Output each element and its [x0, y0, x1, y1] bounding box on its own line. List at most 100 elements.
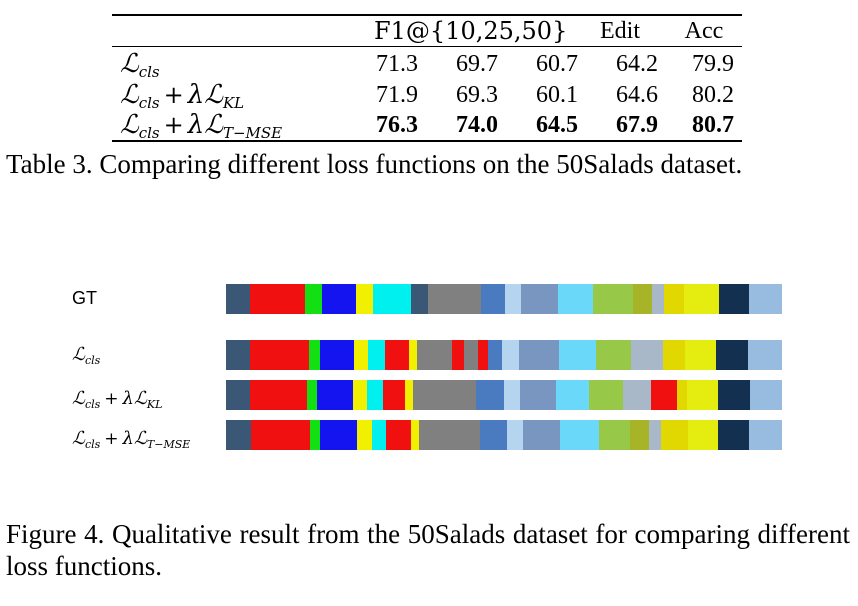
- action-segment: [226, 284, 251, 314]
- edit-value: 67.9: [616, 112, 658, 138]
- action-segment: [480, 420, 508, 450]
- action-segment: [357, 420, 373, 450]
- table-header-row: F1@{10,25,50} Edit Acc: [112, 16, 742, 46]
- action-segment: [320, 420, 358, 450]
- action-segment: [412, 380, 477, 410]
- table-bottom-rule: [112, 140, 742, 142]
- method-cell: ℒcls: [120, 49, 160, 81]
- action-segment: [748, 340, 783, 370]
- action-segment: [502, 340, 520, 370]
- action-segment: [718, 420, 750, 450]
- action-segment: [518, 340, 560, 370]
- action-segment: [310, 420, 321, 450]
- f1-10-value: 76.3: [376, 112, 418, 138]
- f1-50-value: 60.1: [536, 82, 578, 108]
- action-segment: [749, 420, 783, 450]
- action-segment: [750, 380, 783, 410]
- f1-25-value: 69.3: [456, 82, 498, 108]
- table-row: ℒcls + λℒKL 71.9 69.3 60.1 64.6 80.2: [112, 80, 742, 112]
- action-segment: [718, 284, 750, 314]
- f1-50-value: 60.7: [536, 51, 578, 77]
- action-segment: [476, 380, 505, 410]
- action-segment: [684, 284, 720, 314]
- action-segment: [451, 340, 465, 370]
- action-segment: [507, 420, 524, 450]
- action-segment: [676, 380, 688, 410]
- acc-value: 80.2: [692, 82, 734, 108]
- action-segment: [411, 284, 429, 314]
- header-f1: F1@{10,25,50}: [374, 17, 568, 45]
- action-segment: [599, 420, 631, 450]
- qualitative-figure: GT ℒcls ℒcls + λℒKL ℒcls + λℒT−MSE: [0, 270, 858, 470]
- action-segment: [663, 340, 686, 370]
- action-segment: [557, 284, 594, 314]
- action-segment: [226, 380, 251, 410]
- action-segment: [384, 340, 410, 370]
- action-segment: [488, 340, 503, 370]
- action-segment: [595, 340, 632, 370]
- action-segment: [354, 340, 369, 370]
- method-cell: ℒcls + λℒT−MSE: [120, 110, 283, 142]
- f1-10-value: 71.9: [376, 82, 418, 108]
- action-segment: [663, 284, 685, 314]
- action-segment: [685, 340, 717, 370]
- header-edit: Edit: [600, 18, 640, 44]
- action-segment: [250, 340, 310, 370]
- action-segment: [321, 284, 357, 314]
- segmentation-bar-gt: [226, 284, 783, 314]
- row-label-cls: ℒcls: [72, 344, 101, 367]
- action-segment: [404, 380, 414, 410]
- action-segment: [505, 284, 522, 314]
- action-segment: [749, 284, 783, 314]
- action-segment: [386, 420, 412, 450]
- table-header-rule: [112, 46, 742, 47]
- table-row: ℒcls 71.3 69.7 60.7 64.2 79.9: [112, 49, 742, 81]
- action-segment: [418, 420, 481, 450]
- action-segment: [410, 420, 420, 450]
- action-segment: [559, 340, 597, 370]
- action-segment: [353, 380, 368, 410]
- action-segment: [250, 420, 311, 450]
- table-row: ℒcls + λℒT−MSE 76.3 74.0 64.5 67.9 80.7: [112, 110, 742, 142]
- figure-caption: Figure 4. Qualitative result from the 50…: [6, 519, 850, 581]
- f1-10-value: 71.3: [376, 51, 418, 77]
- action-segment: [366, 380, 384, 410]
- action-segment: [660, 420, 689, 450]
- action-segment: [519, 380, 557, 410]
- row-label-cls-tmse: ℒcls + λℒT−MSE: [72, 428, 191, 451]
- action-segment: [521, 284, 559, 314]
- row-label-gt: GT: [72, 288, 97, 308]
- action-segment: [417, 340, 453, 370]
- acc-value: 79.9: [692, 51, 734, 77]
- action-segment: [463, 340, 479, 370]
- action-segment: [317, 380, 354, 410]
- action-segment: [686, 380, 719, 410]
- action-segment: [630, 420, 650, 450]
- f1-25-value: 69.7: [456, 51, 498, 77]
- action-segment: [623, 380, 652, 410]
- action-segment: [368, 340, 386, 370]
- action-segment: [650, 380, 678, 410]
- table-top-rule: [112, 14, 742, 16]
- action-segment: [427, 284, 482, 314]
- action-segment: [309, 340, 320, 370]
- f1-50-value: 64.5: [536, 112, 578, 138]
- table-caption: Table 3. Comparing different loss functi…: [6, 149, 743, 179]
- action-segment: [560, 420, 600, 450]
- action-segment: [687, 420, 719, 450]
- segmentation-bar-cls-kl: [226, 380, 783, 410]
- action-segment: [356, 284, 374, 314]
- segmentation-bar-cls-tmse: [226, 420, 783, 450]
- action-segment: [651, 284, 665, 314]
- action-segment: [226, 340, 251, 370]
- acc-value: 80.7: [692, 112, 734, 138]
- action-segment: [589, 380, 624, 410]
- action-segment: [630, 340, 664, 370]
- action-segment: [372, 284, 412, 314]
- action-segment: [523, 420, 561, 450]
- action-segment: [382, 380, 406, 410]
- action-segment: [226, 420, 252, 450]
- header-acc: Acc: [684, 18, 724, 44]
- action-segment: [305, 284, 323, 314]
- edit-value: 64.6: [616, 82, 658, 108]
